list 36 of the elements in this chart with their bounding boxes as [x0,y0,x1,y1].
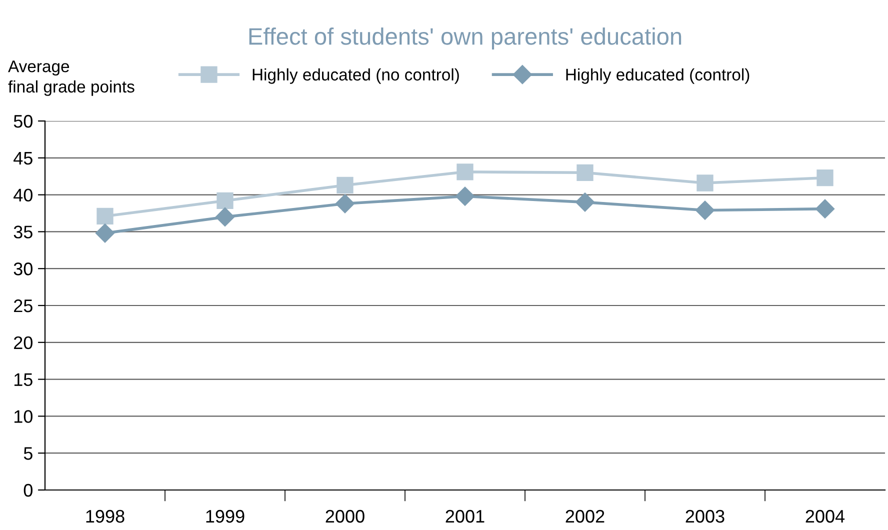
point [576,164,594,181]
y-tick-label: 35 [14,226,32,238]
y-axis-title: Average final grade points [8,60,134,96]
y-tick-label: 25 [14,299,32,312]
chart-title: Effect of students' own parents' education [249,28,682,50]
point [216,192,234,210]
y-tick-label: 15 [14,373,32,386]
x-tick-label: 1998 [86,510,124,523]
x-tick-label: 2000 [326,510,364,523]
x-tick-label: 2004 [806,510,845,523]
point [336,176,354,194]
y-tick-label: 30 [14,262,32,276]
point [815,199,835,218]
point [696,174,714,192]
y-tick-label: 0 [24,484,32,497]
y-tick-label: 45 [14,152,32,165]
point [456,164,474,180]
point [816,169,834,186]
y-tick-label: 10 [14,410,32,423]
point [695,200,715,220]
x-tick-label: 2002 [566,510,604,523]
x-tick-label: 2001 [446,510,484,523]
x-tick-label: 1999 [206,510,244,523]
y-tick-label: 50 [14,114,32,128]
point [575,192,595,212]
x-tick-label: 2003 [686,510,724,523]
point [96,208,114,225]
point [215,207,235,226]
y-tick-label: 20 [14,336,32,350]
point [95,224,115,243]
point [335,194,355,214]
legend-label: Highly educated (control) [566,68,750,84]
point [455,186,475,206]
legend-label: Highly educated (no control) [252,68,459,84]
y-tick-label: 40 [14,188,32,202]
y-tick-label: 5 [24,447,32,460]
